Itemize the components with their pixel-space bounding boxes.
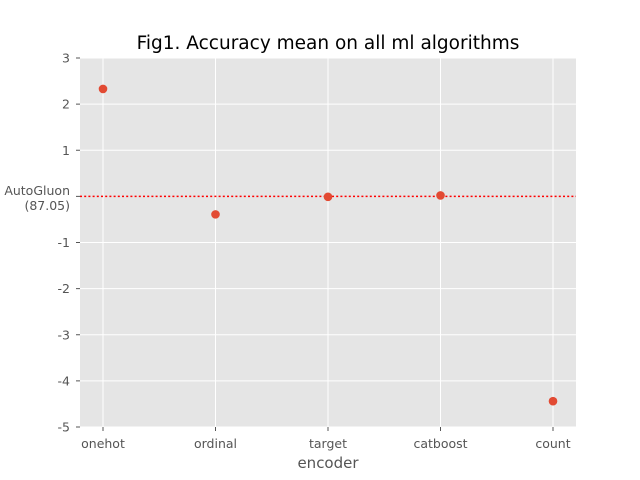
data-point-onehot xyxy=(98,84,108,94)
x-tick-label: ordinal xyxy=(194,436,237,451)
y-tick-label: -1 xyxy=(58,235,70,250)
chart-title: Fig1. Accuracy mean on all ml algorithms xyxy=(137,33,520,54)
x-tick-label: onehot xyxy=(81,436,125,451)
y-tick-label: 2 xyxy=(62,97,70,112)
baseline-label-line2: (87.05) xyxy=(24,198,70,213)
baseline-label-line1: AutoGluon xyxy=(4,183,70,198)
data-point-catboost xyxy=(436,191,445,200)
y-tick-label: 1 xyxy=(62,143,70,158)
y-tick-label: 3 xyxy=(62,51,70,66)
data-point-count xyxy=(548,396,558,406)
y-axis-ticks: -5 -4 -3 -2 -1 1 2 3 xyxy=(58,51,80,435)
x-axis-label: encoder xyxy=(297,454,359,472)
y-tick-label: -3 xyxy=(58,327,70,342)
x-tick-label: catboost xyxy=(413,436,467,451)
data-points xyxy=(98,84,558,406)
grid-lines xyxy=(80,57,576,428)
data-point-target xyxy=(323,192,333,202)
y-tick-label: -2 xyxy=(58,281,70,296)
x-tick-label: target xyxy=(309,436,347,451)
x-axis-ticks: onehot ordinal target catboost count xyxy=(81,427,571,451)
y-tick-label: -4 xyxy=(58,373,71,388)
x-tick-label: count xyxy=(535,436,570,451)
data-point-ordinal xyxy=(211,210,220,219)
y-tick-label: -5 xyxy=(58,420,70,435)
